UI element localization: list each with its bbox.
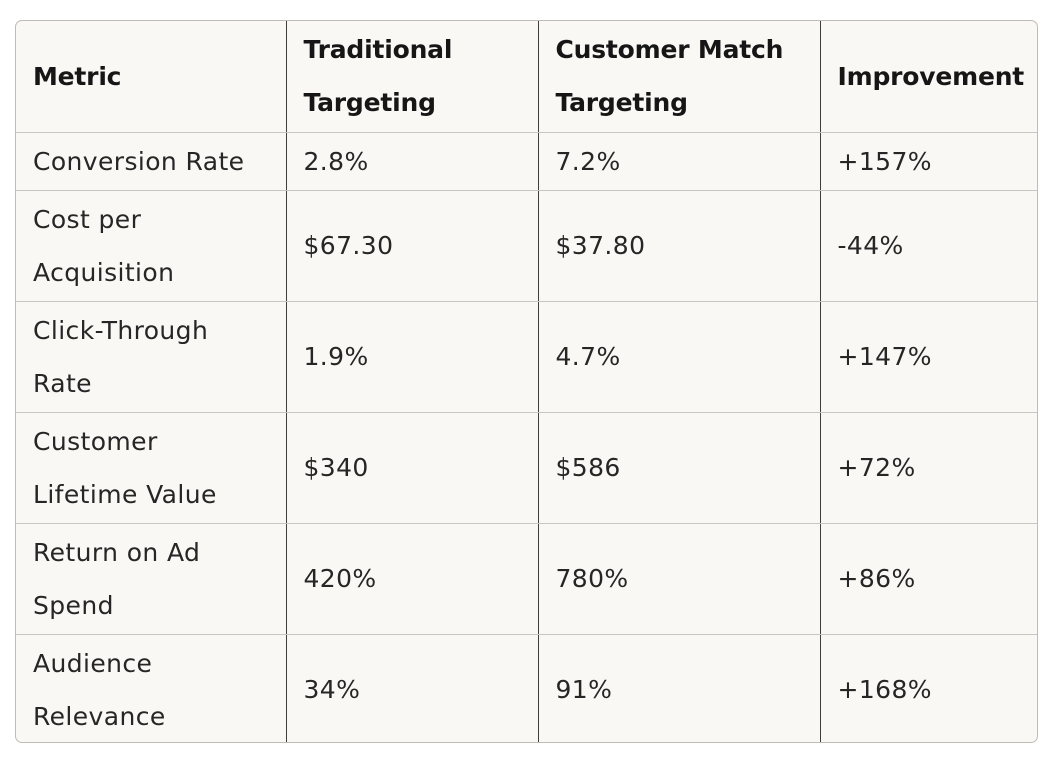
customer-match-value-cell: $37.80 — [538, 190, 821, 302]
improvement-cell: -44% — [820, 190, 1037, 302]
traditional-value-cell: 420% — [286, 523, 539, 635]
table-row: Conversion Rate 2.8% 7.2% +157% — [16, 132, 1037, 191]
improvement-cell: +72% — [820, 412, 1037, 524]
metric-cell: Cost per Acquisition — [16, 190, 287, 302]
table-row: Customer Lifetime Value $340 $586 +72% — [16, 412, 1037, 524]
traditional-value-cell: 34% — [286, 634, 539, 742]
customer-match-value-cell: 91% — [538, 634, 821, 742]
traditional-value-cell: 1.9% — [286, 301, 539, 413]
table-row: Audience Relevance 34% 91% +168% — [16, 634, 1037, 742]
header-customer-match-targeting: Customer Match Targeting — [538, 21, 821, 133]
customer-match-value-cell: 780% — [538, 523, 821, 635]
table-row: Return on Ad Spend 420% 780% +86% — [16, 523, 1037, 635]
metric-cell: Click-Through Rate — [16, 301, 287, 413]
customer-match-value-cell: $586 — [538, 412, 821, 524]
table-row: Click-Through Rate 1.9% 4.7% +147% — [16, 301, 1037, 413]
improvement-cell: +168% — [837, 675, 932, 705]
traditional-value-cell: $67.30 — [286, 190, 539, 302]
customer-match-value-cell: 4.7% — [538, 301, 821, 413]
improvement-cell: +86% — [820, 523, 1037, 635]
metric-cell: Customer Lifetime Value — [16, 412, 287, 524]
traditional-value-cell: 2.8% — [286, 132, 539, 191]
metric-cell: Conversion Rate — [16, 132, 287, 191]
header-improvement: Improvement — [820, 21, 1037, 133]
table-header-row: Metric Traditional Targeting Customer Ma… — [16, 21, 1037, 133]
traditional-value-cell: $340 — [286, 412, 539, 524]
table-row: Cost per Acquisition $67.30 $37.80 -44% — [16, 190, 1037, 302]
comparison-table-container: Metric Traditional Targeting Customer Ma… — [15, 20, 1038, 743]
header-traditional-targeting: Traditional Targeting — [286, 21, 539, 133]
metric-cell: Return on Ad Spend — [16, 523, 287, 635]
header-metric: Metric — [16, 21, 287, 133]
improvement-cell: +157% — [820, 132, 1037, 191]
metric-cell: Audience Relevance — [16, 634, 287, 742]
customer-match-value-cell: 7.2% — [538, 132, 821, 191]
comparison-table: Metric Traditional Targeting Customer Ma… — [16, 21, 1037, 742]
improvement-cell: +147% — [820, 301, 1037, 413]
